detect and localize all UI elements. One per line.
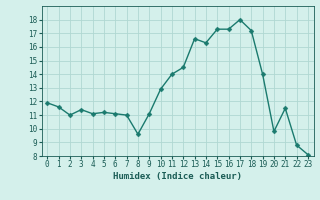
X-axis label: Humidex (Indice chaleur): Humidex (Indice chaleur) — [113, 172, 242, 181]
